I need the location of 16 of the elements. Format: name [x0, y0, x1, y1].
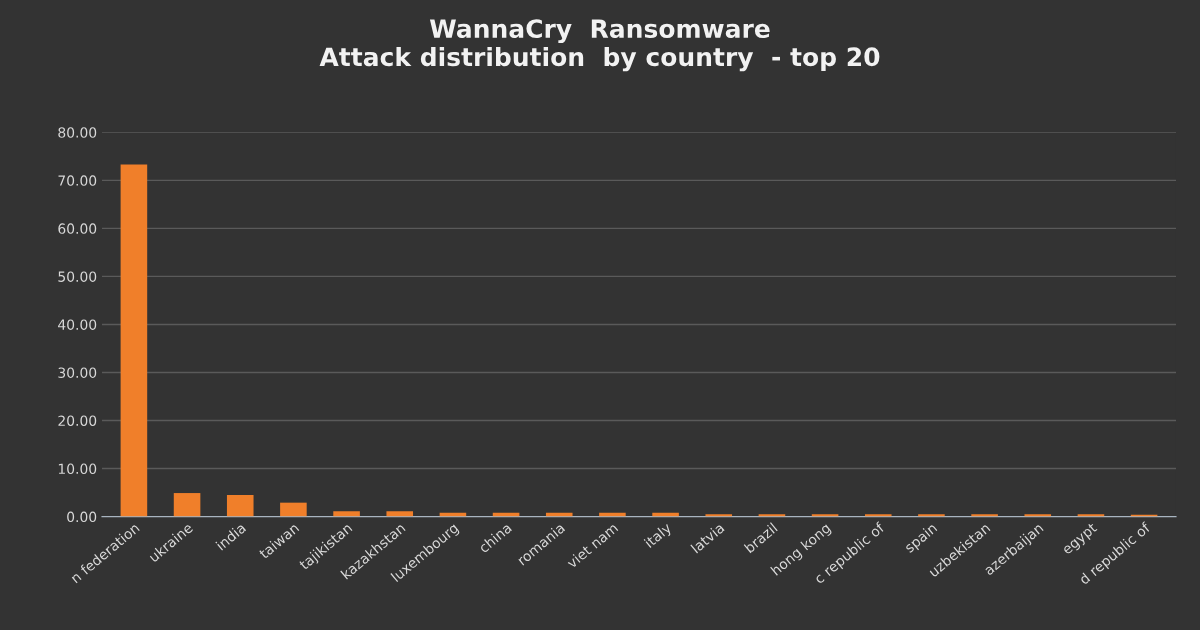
y-tick-label: 50.00 [58, 271, 97, 282]
bar [333, 511, 360, 517]
bar [386, 511, 414, 517]
y-tick-label: 80.00 [58, 127, 97, 138]
y-tick-label: 40.00 [58, 319, 97, 330]
bar [173, 493, 201, 517]
y-tick-label: 60.00 [58, 223, 97, 234]
y-tick-label: 30.00 [58, 367, 97, 378]
bar [120, 164, 148, 517]
bar [226, 494, 254, 517]
chart-title: WannaCry Ransomware Attack distribution by country - top 20 [319, 19, 880, 72]
y-tick-label: 10.00 [58, 463, 97, 475]
y-tick-label: 0.00 [67, 511, 97, 523]
bar [280, 502, 307, 517]
y-tick-label: 20.00 [58, 415, 97, 426]
y-tick-label: 70.00 [58, 175, 97, 186]
